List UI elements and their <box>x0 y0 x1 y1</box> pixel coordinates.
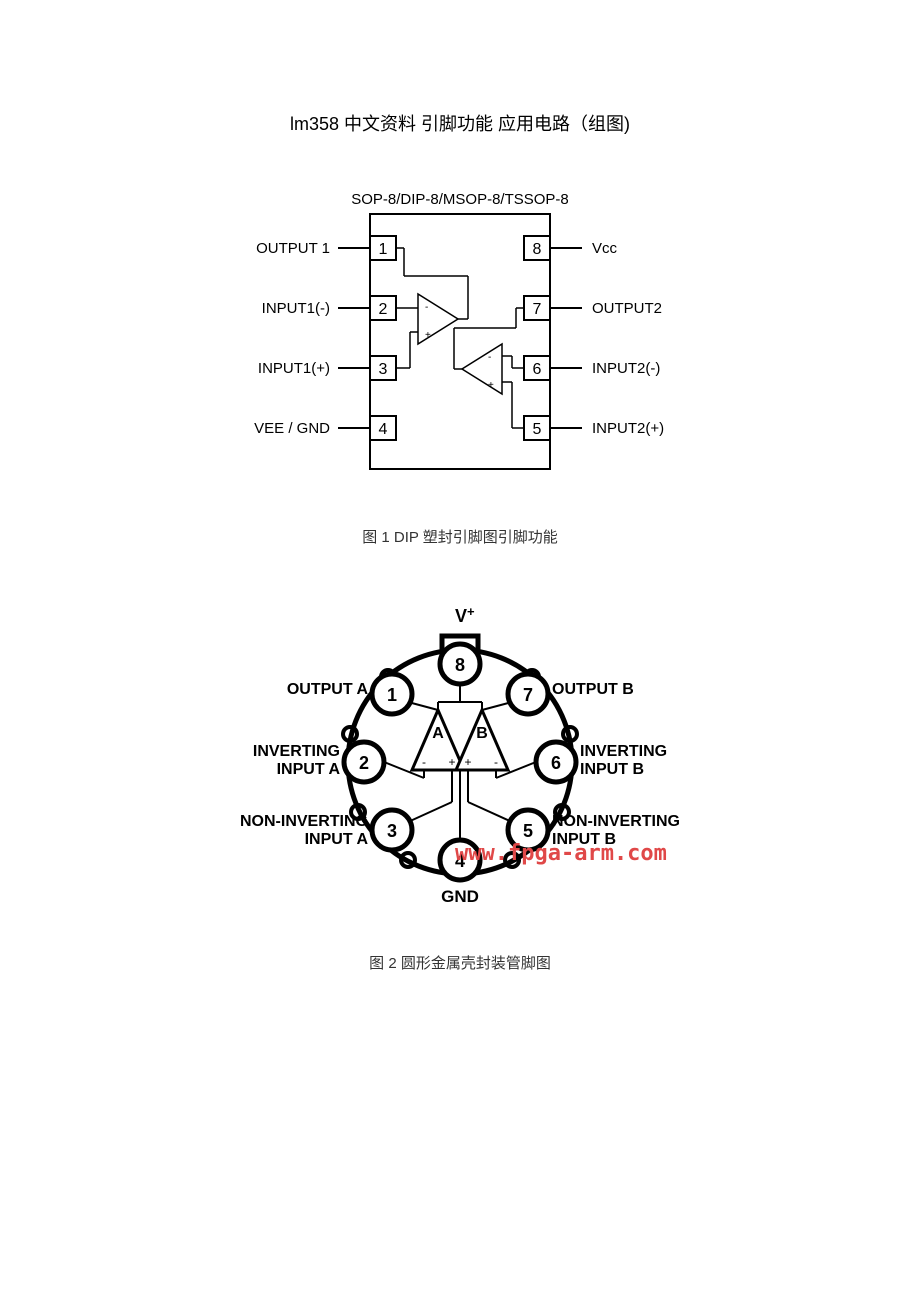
pin-circle-8: 8 <box>440 644 480 684</box>
pin-8: 8 Vcc <box>524 236 618 260</box>
pin-circle-7: 7 <box>508 674 548 714</box>
pin-1: 1 OUTPUT 1 <box>256 236 396 260</box>
pin-8-label: Vcc <box>592 240 618 257</box>
figure-2-svg: V+ 8 1 7 2 6 3 5 4 <box>180 602 740 922</box>
svg-text:8: 8 <box>455 655 465 675</box>
pin-circle-6: 6 <box>536 742 576 782</box>
amp-a: A - + <box>412 710 464 770</box>
pin-1-label: OUTPUT 1 <box>256 240 330 257</box>
svg-text:+: + <box>448 755 455 769</box>
svg-text:+: + <box>464 755 471 769</box>
figure-1-wrap: SOP-8/DIP-8/MSOP-8/TSSOP-8 1 OUTPUT 1 2 … <box>0 186 920 496</box>
label-output-a: OUTPUT A <box>287 681 369 698</box>
svg-text:5: 5 <box>523 821 533 841</box>
opamp-b-plus: + <box>488 380 494 391</box>
pin-6: 6 INPUT2(-) <box>524 356 660 380</box>
pin-3-num: 3 <box>379 361 388 378</box>
pin-2-num: 2 <box>379 301 388 318</box>
svg-text:B: B <box>476 725 488 742</box>
pin-7-num: 7 <box>533 301 542 318</box>
svg-text:3: 3 <box>387 821 397 841</box>
amp-b: B + - <box>456 710 508 770</box>
figure-2-caption: 图 2 圆形金属壳封装管脚图 <box>0 952 920 973</box>
pin-5: 5 INPUT2(+) <box>524 416 664 440</box>
svg-text:-: - <box>494 755 498 769</box>
pin-5-label: INPUT2(+) <box>592 420 664 437</box>
opamp-a: - + <box>396 248 468 368</box>
pin-2: 2 INPUT1(-) <box>262 296 396 320</box>
pin-4-label: VEE / GND <box>254 420 330 437</box>
svg-text:-: - <box>422 755 426 769</box>
pin-2-label: INPUT1(-) <box>262 300 330 317</box>
pin-5-num: 5 <box>533 421 542 438</box>
svg-text:6: 6 <box>551 753 561 773</box>
pin-4: 4 VEE / GND <box>254 416 396 440</box>
label-output-b: OUTPUT B <box>552 681 634 698</box>
opamp-b-minus: - <box>488 352 491 363</box>
fig1-header: SOP-8/DIP-8/MSOP-8/TSSOP-8 <box>351 191 569 208</box>
label-inv-b: INVERTINGINPUT B <box>580 743 667 778</box>
pin-3: 3 INPUT1(+) <box>258 356 396 380</box>
pin-circle-2: 2 <box>344 742 384 782</box>
opamp-a-minus: - <box>425 302 428 313</box>
label-noninv-a: NON-INVERTINGINPUT A <box>240 813 368 848</box>
pin-4-num: 4 <box>379 421 388 438</box>
pin-3-label: INPUT1(+) <box>258 360 330 377</box>
figure-2-wrap: V+ 8 1 7 2 6 3 5 4 <box>0 602 920 922</box>
figure-1-svg: SOP-8/DIP-8/MSOP-8/TSSOP-8 1 OUTPUT 1 2 … <box>200 186 720 496</box>
figure-1-caption: 图 1 DIP 塑封引脚图引脚功能 <box>0 526 920 547</box>
pin-7-label: OUTPUT2 <box>592 300 662 317</box>
opamp-a-plus: + <box>425 330 431 341</box>
opamp-b: - + <box>454 308 524 428</box>
pin-1-num: 1 <box>379 241 388 258</box>
pin-8-num: 8 <box>533 241 542 258</box>
pin-6-label: INPUT2(-) <box>592 360 660 377</box>
pin-circle-1: 1 <box>372 674 412 714</box>
fig2-top-label: V+ <box>455 604 475 626</box>
label-gnd: GND <box>441 887 479 906</box>
svg-text:A: A <box>432 725 444 742</box>
watermark: www.fpga-arm.com <box>455 841 667 866</box>
pin-circle-3: 3 <box>372 810 412 850</box>
svg-text:7: 7 <box>523 685 533 705</box>
page: lm358 中文资料 引脚功能 应用电路（组图) SOP-8/DIP-8/MSO… <box>0 0 920 973</box>
page-title: lm358 中文资料 引脚功能 应用电路（组图) <box>0 110 920 136</box>
svg-text:2: 2 <box>359 753 369 773</box>
svg-text:1: 1 <box>387 685 397 705</box>
label-inv-a: INVERTINGINPUT A <box>253 743 341 778</box>
pin-6-num: 6 <box>533 361 542 378</box>
pin-7: 7 OUTPUT2 <box>524 296 662 320</box>
